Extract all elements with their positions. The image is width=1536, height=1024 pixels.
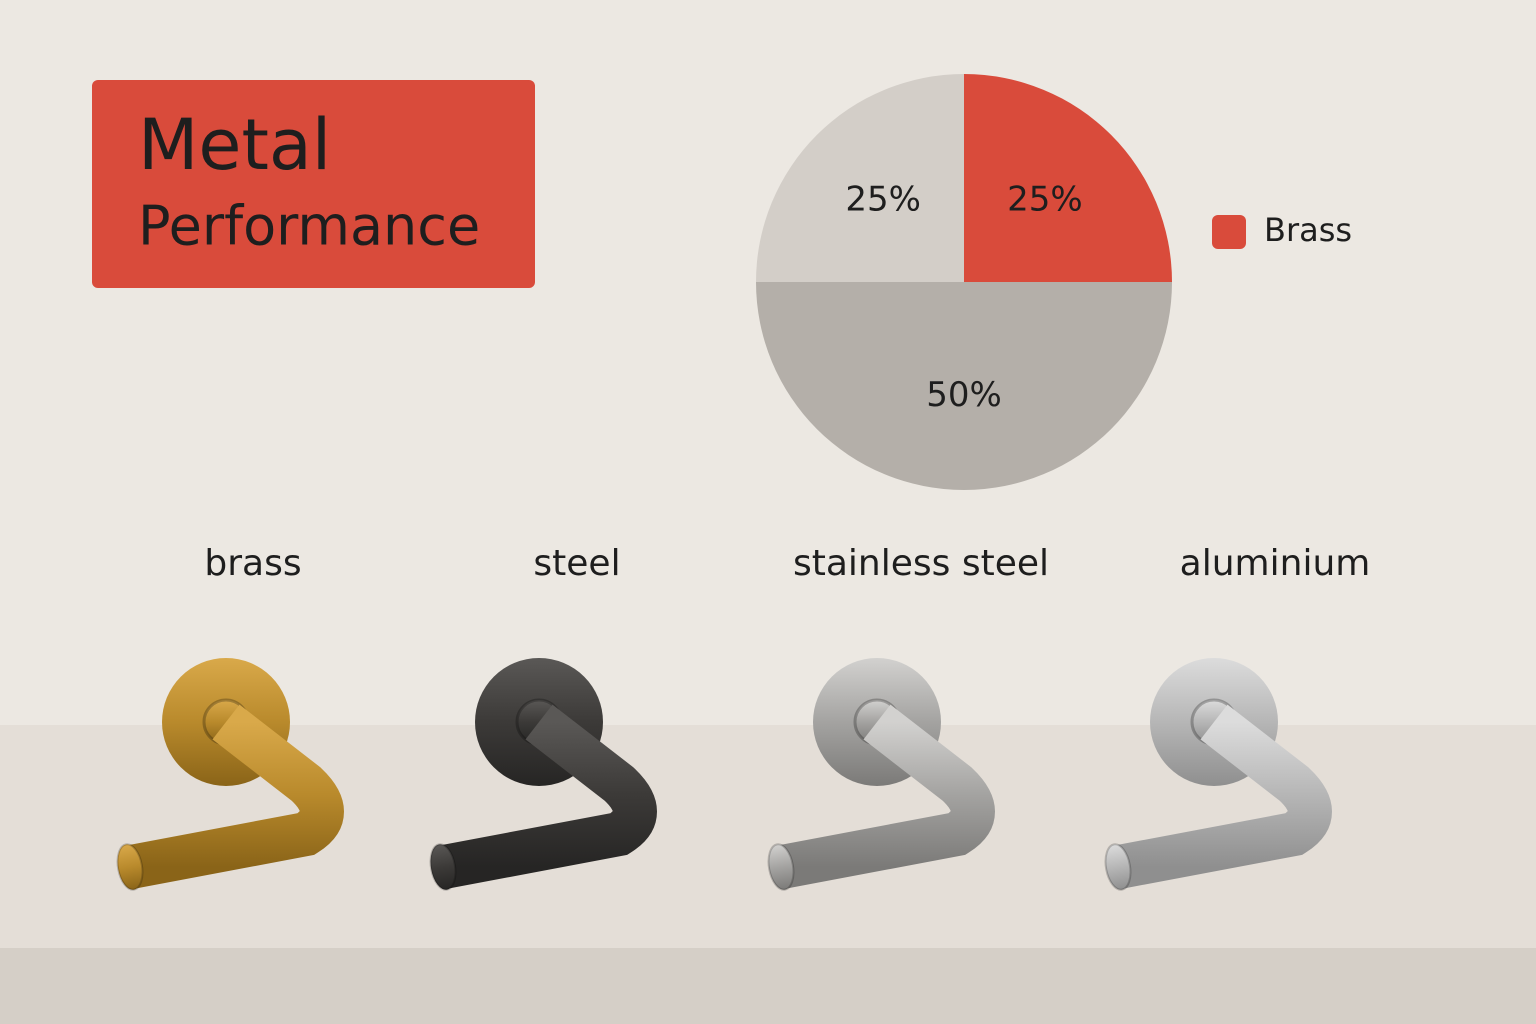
- header-title: Performance: [138, 195, 480, 258]
- product-label: aluminium: [1180, 543, 1371, 584]
- legend-label: Brass: [1264, 211, 1352, 249]
- handle-lever: [777, 704, 995, 889]
- legend-swatch: [1212, 215, 1246, 249]
- pie-slice: [756, 74, 964, 282]
- pie-chart: 25% 50% 25%: [756, 74, 1172, 490]
- header-box: [92, 80, 535, 288]
- handle-lever: [439, 704, 657, 889]
- handle-lever: [126, 704, 344, 889]
- handle-lever: [1114, 704, 1332, 889]
- header-title: Metal: [138, 104, 331, 186]
- slice-label: 25%: [1007, 180, 1083, 220]
- product-label: steel: [533, 543, 620, 584]
- legend: Brass: [1212, 211, 1352, 249]
- shelf-front: [0, 948, 1536, 1024]
- handle-tip: [429, 843, 457, 891]
- handle-tip: [116, 843, 144, 891]
- product-label: stainless steel: [793, 543, 1049, 584]
- product-label: brass: [204, 543, 301, 584]
- slice-label: 25%: [845, 180, 921, 220]
- slice-label: 50%: [926, 375, 1002, 415]
- handle-tip: [1104, 843, 1132, 891]
- pie-slice: [756, 282, 1172, 490]
- handle-tip: [767, 843, 795, 891]
- pie-slice: [964, 74, 1172, 282]
- products: brass steel stainless steel aluminium: [116, 543, 1371, 891]
